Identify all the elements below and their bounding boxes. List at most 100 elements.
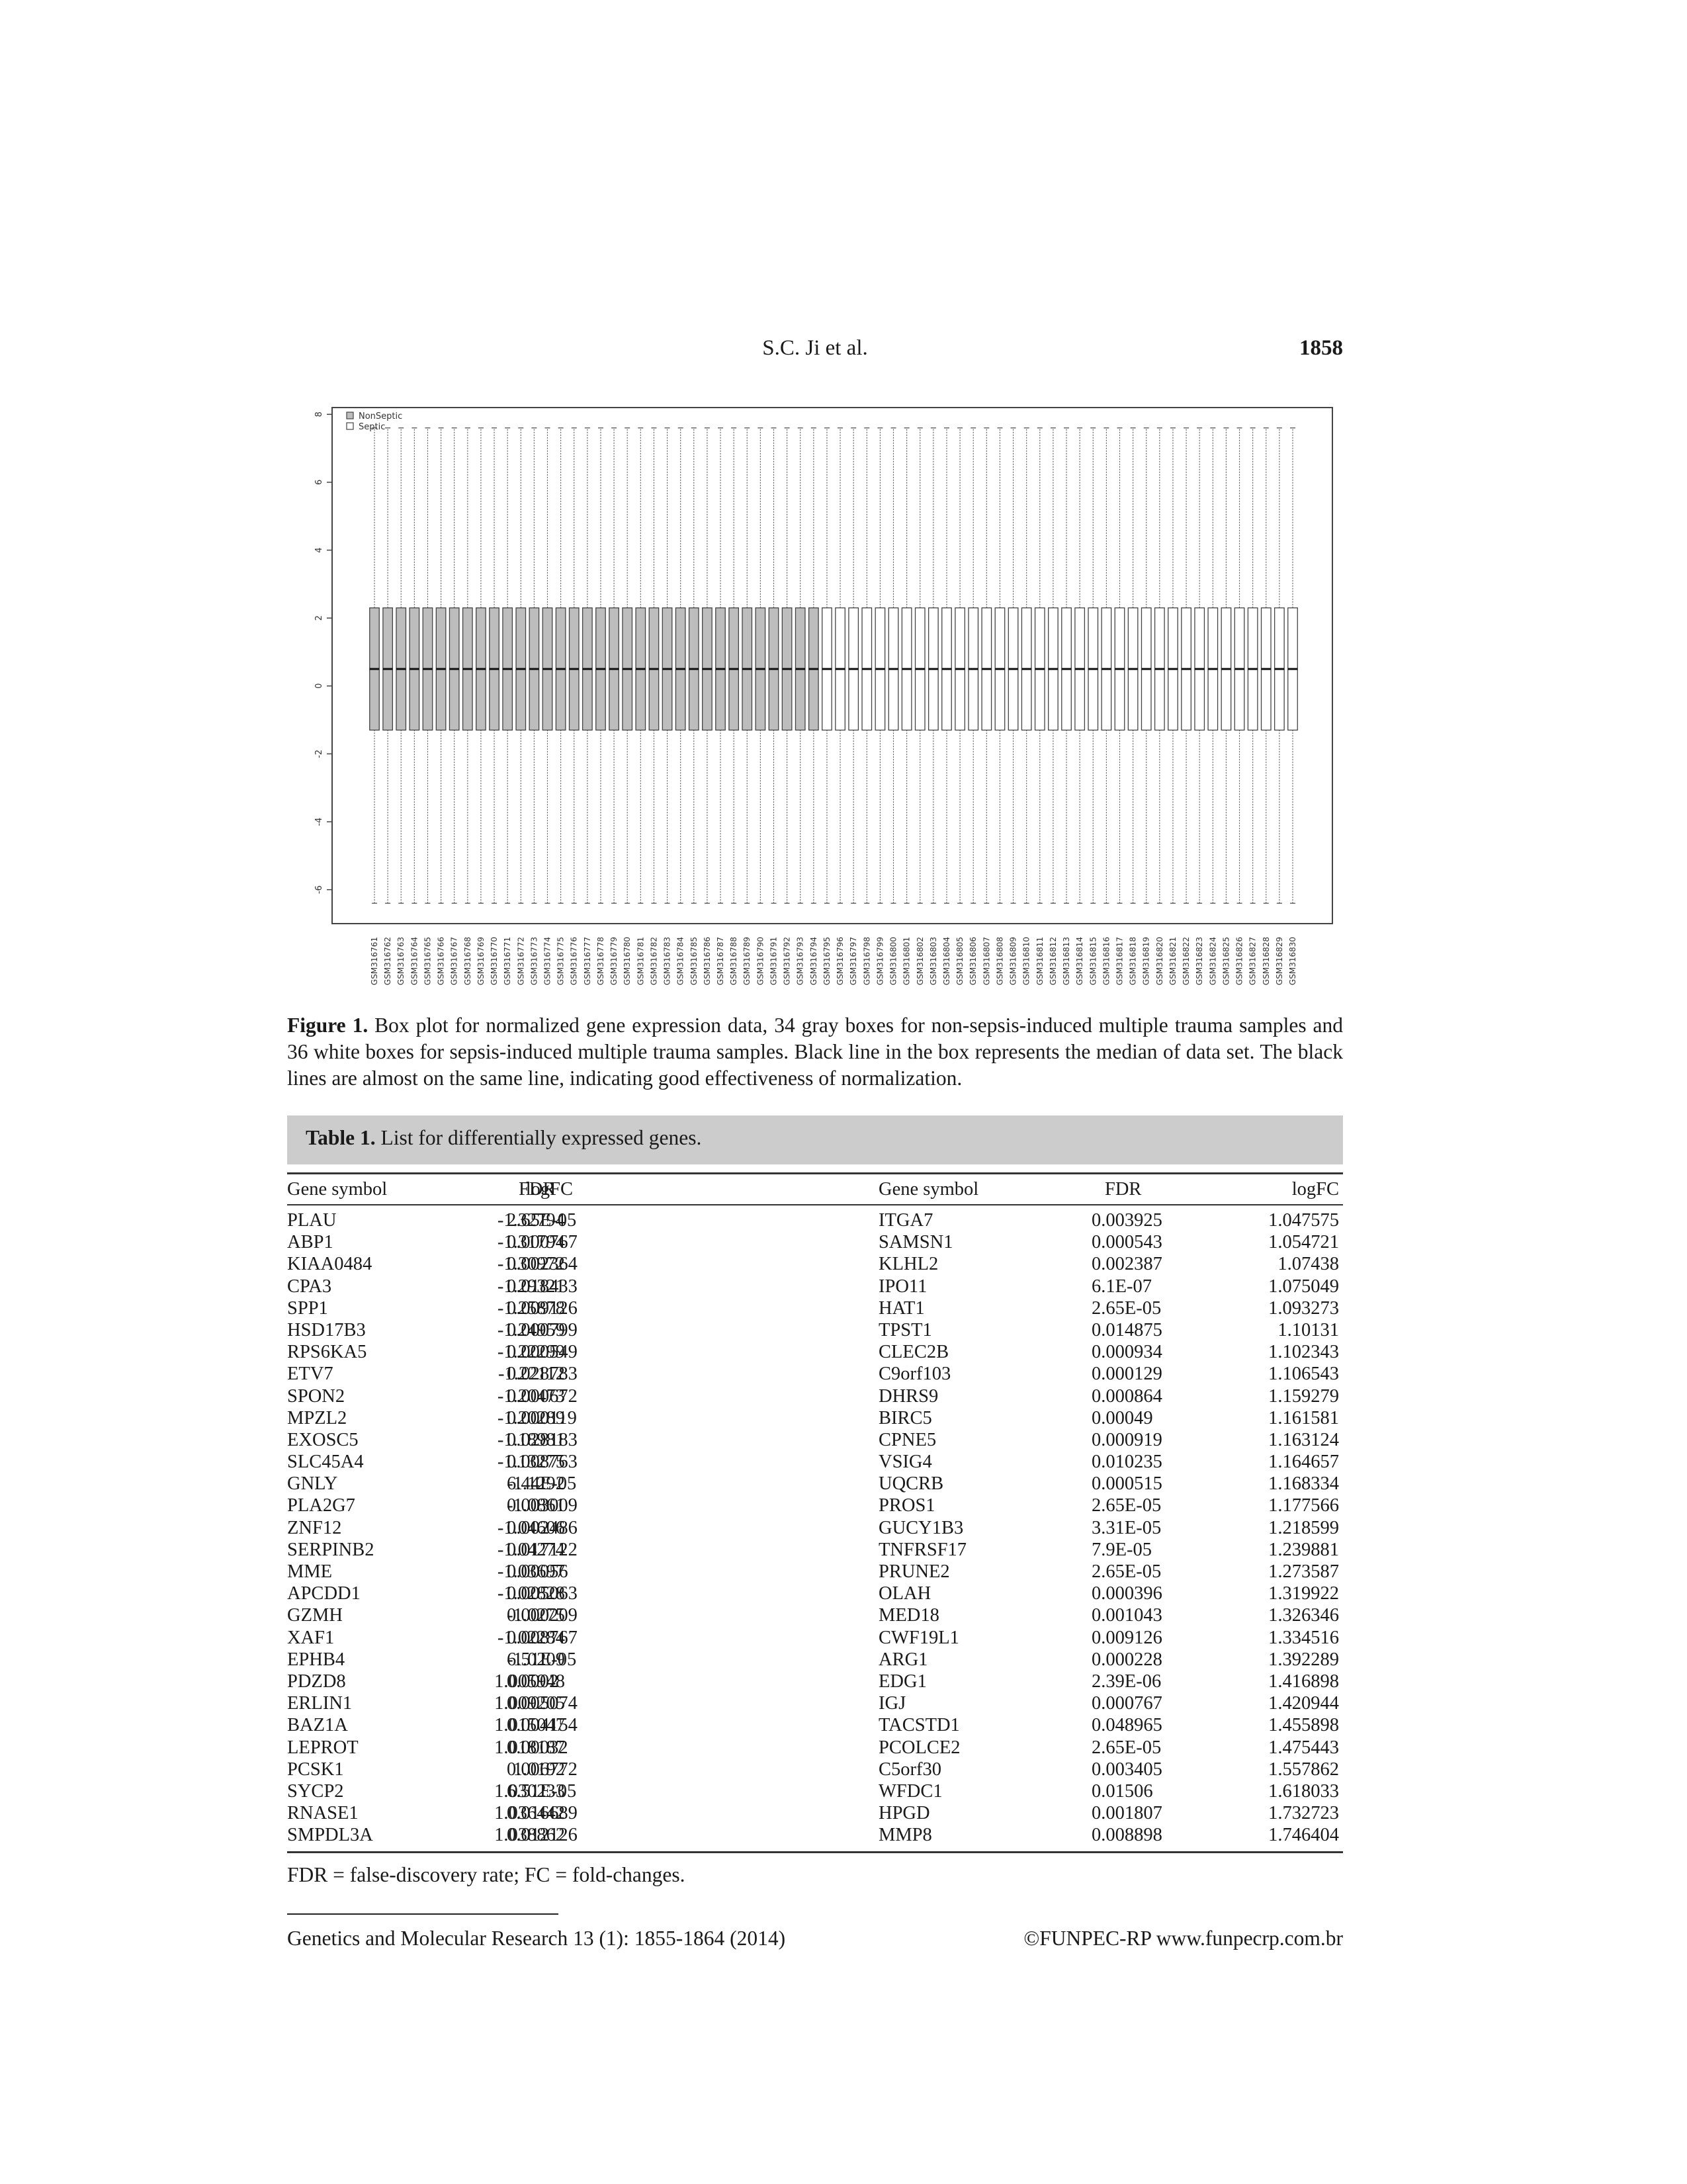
cell-fdr: 0.00056: [507, 1561, 568, 1582]
cell-fdr: 0.006772: [507, 1759, 578, 1780]
running-head-authors: S.C. Ji et al.: [762, 336, 868, 360]
table-row: GNLY 6.44E-05 -1.1292 UQCRB 0.000515 1.168334: [287, 1473, 1343, 1495]
table-row: ERLIN1 0.005074 1.009205 IGJ 0.000767 1.42094…: [287, 1692, 1343, 1714]
cell-fdr-2: 2.65E-05: [1092, 1737, 1162, 1758]
cell-gene-symbol: PLA2G7: [287, 1495, 355, 1516]
y-tick-label: 2: [314, 615, 324, 621]
table-bottom-rule: [287, 1851, 1343, 1853]
cell-logfc-2: 1.106543: [1268, 1364, 1339, 1385]
cell-logfc: -1.30972: [497, 1254, 565, 1275]
x-tick-label: GSM316803: [929, 937, 938, 985]
cell-gene-symbol-2: BIRC5: [879, 1407, 932, 1428]
cell-logfc-2: 1.054721: [1268, 1232, 1339, 1253]
cell-gene-symbol: SMPDL3A: [287, 1825, 373, 1846]
cell-gene-symbol-2: ARG1: [879, 1649, 928, 1670]
cell-gene-symbol: ETV7: [287, 1364, 333, 1385]
cell-gene-symbol: XAF1: [287, 1627, 335, 1648]
table-row: PLAU 2.65E-05 -1.32794 ITGA7 0.003925 1.04757…: [287, 1209, 1343, 1231]
x-tick-label: GSM316772: [516, 937, 525, 985]
x-tick-label: GSM316804: [942, 937, 951, 985]
x-tick-label: GSM316769: [476, 937, 486, 985]
cell-fdr-2: 0.000228: [1092, 1649, 1162, 1670]
cell-gene-symbol: SPON2: [287, 1385, 345, 1407]
x-tick-label: GSM316764: [410, 937, 419, 985]
cell-fdr: 0.002486: [507, 1517, 578, 1538]
cell-fdr: 0.002364: [507, 1254, 578, 1275]
cell-logfc-2: 1.218599: [1268, 1517, 1339, 1538]
cell-gene-symbol: MME: [287, 1561, 333, 1582]
x-tick-label: GSM316775: [556, 937, 566, 985]
column-header-logfc: logFC: [525, 1179, 573, 1200]
x-tick-label: GSM316814: [1075, 937, 1084, 985]
x-tick-label: GSM316783: [663, 937, 672, 985]
table-row: SMPDL3A 0.012126 1.038862 MMP8 0.008898 1.746…: [287, 1824, 1343, 1846]
x-tick-label: GSM316765: [423, 937, 432, 985]
cell-gene-symbol-2: MMP8: [879, 1825, 932, 1846]
cell-logfc: -1.31794: [497, 1232, 565, 1253]
x-tick-label: GSM316830: [1288, 937, 1297, 985]
cell-logfc: -1.03697: [497, 1561, 565, 1582]
cell-logfc-2: 1.319922: [1268, 1583, 1339, 1604]
cell-fdr: 0.000119: [507, 1407, 577, 1428]
cell-gene-symbol: CPA3: [287, 1276, 332, 1297]
cell-logfc-2: 1.746404: [1268, 1825, 1339, 1846]
cell-gene-symbol-2: TPST1: [879, 1319, 932, 1340]
column-header-fdr-2: FDR: [1105, 1179, 1142, 1200]
cell-gene-symbol-2: PCOLCE2: [879, 1737, 961, 1758]
cell-gene-symbol-2: KLHL2: [879, 1254, 939, 1275]
x-tick-label: GSM316819: [1142, 937, 1151, 985]
table-row: RPS6KA5 0.000549 -1.22299 CLEC2B 0.000934 1.1…: [287, 1341, 1343, 1363]
table-row: SERPINB2 0.017122 -1.04274 TNFRSF17 7.9E-05 1…: [287, 1539, 1343, 1561]
cell-fdr-2: 0.000864: [1092, 1385, 1162, 1407]
table-row: ABP1 0.000767 -1.31794 SAMSN1 0.000543 1.0547…: [287, 1231, 1343, 1253]
x-tick-label: GSM316786: [703, 937, 712, 985]
cell-gene-symbol: PCSK1: [287, 1759, 344, 1780]
cell-logfc: 1.038862: [494, 1825, 565, 1846]
column-header-gene-symbol: Gene symbol: [287, 1179, 388, 1200]
cell-logfc-2: 1.047575: [1268, 1210, 1339, 1231]
cell-logfc: -1.02828: [497, 1583, 565, 1604]
cell-logfc: -1.25878: [497, 1297, 565, 1319]
x-tick-label: GSM316793: [796, 937, 805, 985]
cell-gene-symbol: SLC45A4: [287, 1452, 364, 1473]
x-tick-label: GSM316780: [623, 937, 632, 985]
cell-gene-symbol-2: WFDC1: [879, 1780, 943, 1802]
cell-logfc: -1.0275: [507, 1605, 565, 1626]
cell-gene-symbol: ZNF12: [287, 1517, 342, 1538]
cell-fdr: 0.000767: [507, 1232, 578, 1253]
cell-logfc: -1.02284: [497, 1627, 565, 1648]
y-tick-label: -6: [314, 885, 324, 894]
cell-logfc: -1.22299: [497, 1342, 565, 1363]
cell-logfc: -1.04274: [497, 1539, 565, 1560]
cell-logfc: 1.009205: [494, 1693, 565, 1714]
cell-fdr: 2.65E-05: [507, 1210, 577, 1231]
table-row: PDZD8 0.0002 1.005948 EDG1 2.39E-06 1.416898: [287, 1671, 1343, 1692]
x-tick-label: GSM316823: [1195, 937, 1204, 985]
x-tick-label: GSM316800: [889, 937, 898, 985]
x-tick-label: GSM316797: [849, 937, 858, 985]
cell-gene-symbol: KIAA0484: [287, 1254, 372, 1275]
page-number: 1858: [1299, 336, 1343, 360]
cell-logfc: 1.0192: [513, 1759, 565, 1780]
cell-gene-symbol-2: C5orf30: [879, 1759, 941, 1780]
table-row: RNASE1 0.016689 1.036442 HPGD 0.001807 1.7327…: [287, 1802, 1343, 1824]
cell-gene-symbol: BAZ1A: [287, 1715, 348, 1736]
cell-gene-symbol-2: IGJ: [879, 1693, 906, 1714]
cell-gene-symbol: EPHB4: [287, 1649, 345, 1670]
cell-fdr: 0.0002: [507, 1671, 559, 1692]
table-row: CPA3 0.018433 -1.29321 IPO11 6.1E-07 1.075049: [287, 1276, 1343, 1297]
cell-logfc-2: 1.273587: [1268, 1561, 1339, 1582]
cell-gene-symbol: PLAU: [287, 1210, 337, 1231]
table-body: PLAU 2.65E-05 -1.32794 ITGA7 0.003925 1.04757…: [287, 1209, 1343, 1846]
x-tick-label: GSM316810: [1022, 937, 1031, 985]
cell-logfc-2: 1.239881: [1268, 1539, 1339, 1560]
cell-fdr: 0.00032: [507, 1737, 568, 1758]
cell-gene-symbol: MPZL2: [287, 1407, 347, 1428]
cell-gene-symbol: PDZD8: [287, 1671, 346, 1692]
cell-logfc: -1.18981: [497, 1429, 565, 1450]
cell-fdr-2: 3.31E-05: [1092, 1517, 1162, 1538]
cell-logfc: 1.036442: [494, 1803, 565, 1824]
cell-logfc: -1.1292: [507, 1473, 565, 1495]
cell-logfc: 1.018187: [494, 1737, 565, 1758]
x-tick-label: GSM316799: [875, 937, 885, 985]
